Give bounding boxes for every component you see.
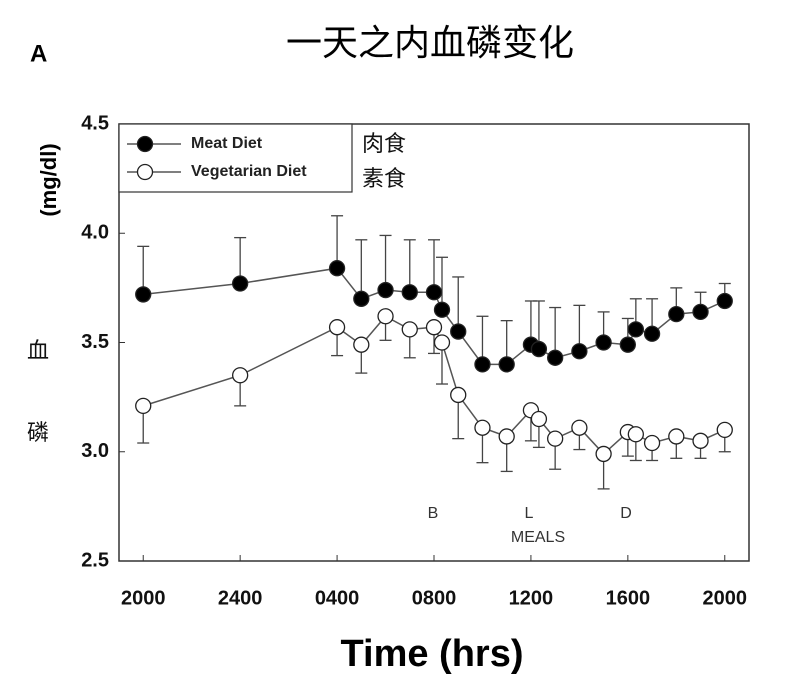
legend-box [118, 123, 353, 193]
marker [328, 260, 346, 277]
marker [474, 356, 491, 373]
legend-label: Vegetarian Diet [191, 163, 307, 180]
chart-title: 一天之内血磷变化 [286, 23, 574, 64]
marker [547, 430, 564, 447]
marker [571, 343, 588, 360]
x-tick-label: 0800 [412, 587, 457, 609]
marker [530, 340, 548, 358]
legend-cn: 肉食 [362, 132, 406, 157]
marker [425, 319, 443, 336]
marker [692, 303, 709, 321]
marker [232, 367, 249, 384]
panel-label: A [30, 40, 47, 67]
x-tick-label: 2400 [218, 587, 263, 609]
annotation: L [525, 505, 534, 522]
series-line [143, 315, 726, 455]
y-axis-label: (mg/dl) [36, 143, 61, 216]
y-tick-label: 4.5 [81, 112, 109, 134]
marker [668, 428, 685, 445]
x-tick-label: 2000 [703, 587, 748, 609]
marker [571, 419, 588, 436]
marker [595, 445, 612, 463]
marker [377, 308, 394, 325]
annotation: B [428, 505, 439, 522]
legend-label: Meat Diet [191, 135, 263, 152]
x-tick-label: 2000 [121, 587, 166, 609]
marker [433, 301, 451, 318]
y-tick-label: 3.0 [81, 440, 109, 462]
marker [401, 284, 418, 301]
marker [716, 292, 733, 310]
marker [668, 305, 685, 323]
marker [595, 334, 612, 351]
marker [643, 325, 661, 342]
marker [474, 419, 491, 436]
legend-cn: 素食 [362, 167, 406, 192]
marker [353, 290, 370, 307]
y-tick-label: 2.5 [81, 549, 109, 571]
marker [627, 426, 644, 443]
marker [135, 397, 152, 415]
marker [401, 321, 418, 338]
y-axis-label-cn: 磷 [27, 421, 49, 446]
marker [498, 428, 515, 445]
marker [692, 432, 709, 449]
marker [643, 434, 661, 452]
marker [450, 323, 467, 340]
annotation: D [620, 505, 632, 522]
marker [547, 349, 564, 366]
y-tick-label: 3.5 [81, 331, 109, 353]
legend-marker [136, 135, 154, 153]
legend-marker [136, 163, 154, 181]
y-tick-label: 4.0 [81, 222, 109, 244]
marker [627, 321, 644, 338]
marker [377, 281, 394, 299]
marker [328, 319, 346, 336]
marker [353, 336, 370, 353]
marker [619, 336, 636, 353]
marker [433, 334, 451, 351]
series-line [143, 267, 726, 366]
marker [498, 356, 515, 373]
marker [530, 410, 548, 428]
marker [425, 284, 443, 301]
marker [716, 421, 733, 439]
x-tick-label: 1200 [509, 587, 554, 609]
annotation: MEALS [511, 529, 565, 546]
y-axis-label-cn: 血 [27, 339, 49, 364]
x-tick-label: 0400 [315, 587, 360, 609]
marker [135, 286, 152, 303]
marker [232, 275, 249, 292]
x-tick-label: 1600 [606, 587, 651, 609]
x-axis-label: Time (hrs) [340, 633, 523, 675]
marker [450, 386, 467, 404]
